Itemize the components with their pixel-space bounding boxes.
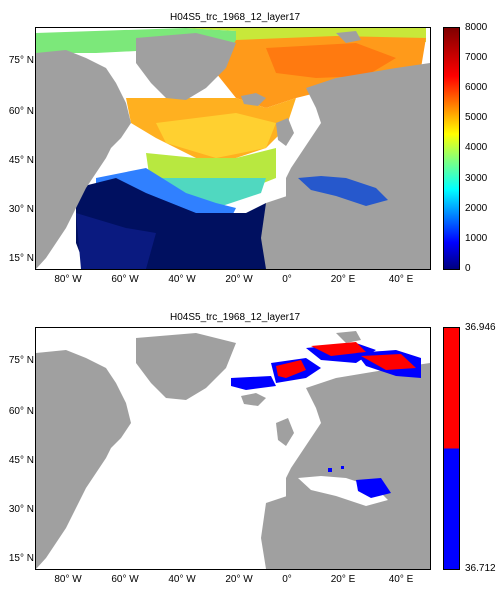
map-area — [35, 327, 431, 570]
x-tick-label: 40° E — [388, 274, 414, 285]
colorbar-tick: 36.712 — [465, 563, 496, 574]
y-tick-label: 15° N — [8, 253, 34, 264]
colorbar — [443, 27, 460, 270]
x-tick-label: 40° E — [388, 574, 414, 585]
map-canvas — [36, 28, 430, 269]
y-tick-label: 45° N — [8, 455, 34, 466]
colorbar-tick: 36.946 — [465, 322, 496, 333]
map-title: H04S5_trc_1968_12_layer17 — [170, 12, 301, 23]
y-tick-label: 60° N — [8, 406, 34, 417]
map-area — [35, 27, 431, 270]
y-tick-label: 75° N — [8, 355, 34, 366]
y-tick-label: 45° N — [8, 155, 34, 166]
x-tick-label: 40° W — [168, 574, 196, 585]
y-tick-label: 75° N — [8, 55, 34, 66]
x-tick-label: 60° W — [111, 274, 139, 285]
x-tick-label: 20° W — [225, 574, 253, 585]
map-title: H04S5_trc_1968_12_layer17 — [170, 312, 301, 323]
y-tick-label: 60° N — [8, 106, 34, 117]
x-tick-label: 20° E — [330, 574, 356, 585]
y-tick-label: 15° N — [8, 553, 34, 564]
map-panel-bottom: H04S5_trc_1968_12_layer17 — [0, 300, 500, 600]
colorbar-tick: 6000 — [465, 82, 488, 93]
x-tick-label: 60° W — [111, 574, 139, 585]
colorbar-tick: 3000 — [465, 173, 488, 184]
colorbar-tick: 2000 — [465, 203, 488, 214]
map-canvas — [36, 328, 430, 569]
y-tick-label: 30° N — [8, 204, 34, 215]
colorbar-tick: 7000 — [465, 52, 488, 63]
map-panel-top: H04S5_trc_1968_12_layer17 — [8, 12, 488, 285]
colorbar-tick: 5000 — [465, 112, 488, 123]
colorbar-tick: 1000 — [465, 233, 488, 244]
x-tick-label: 80° W — [54, 574, 82, 585]
x-tick-label: 0° — [282, 574, 292, 585]
x-tick-label: 0° — [282, 274, 292, 285]
colorbar — [443, 327, 460, 570]
x-tick-label: 20° E — [330, 274, 356, 285]
colorbar-tick: 4000 — [465, 142, 488, 153]
y-tick-label: 30° N — [8, 504, 34, 515]
colorbar-tick: 8000 — [465, 22, 488, 33]
x-tick-label: 40° W — [168, 274, 196, 285]
x-tick-label: 80° W — [54, 274, 82, 285]
x-tick-label: 20° W — [225, 274, 253, 285]
colorbar-tick: 0 — [465, 263, 471, 274]
